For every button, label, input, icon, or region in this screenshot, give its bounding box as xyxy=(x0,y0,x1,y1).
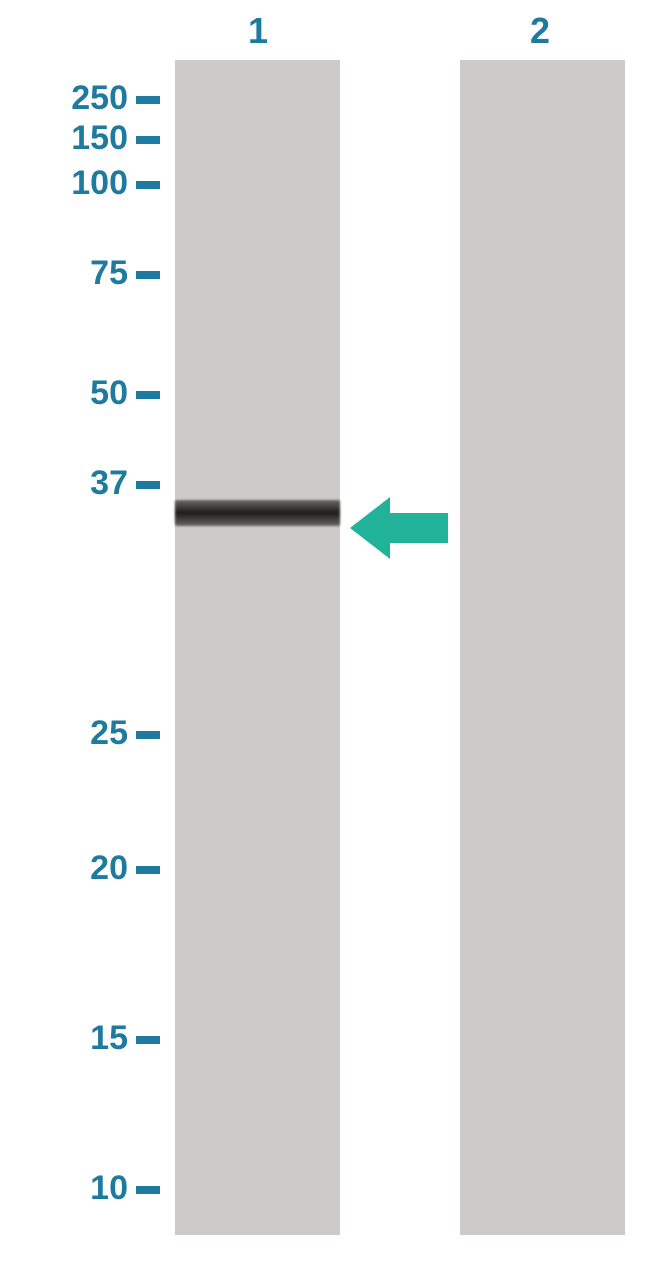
lane-label-1: 1 xyxy=(248,10,268,52)
marker-tick-250 xyxy=(136,96,160,104)
marker-tick-25 xyxy=(136,731,160,739)
protein-band xyxy=(175,500,340,526)
marker-tick-50 xyxy=(136,391,160,399)
arrow-head-icon xyxy=(350,497,390,559)
marker-tick-150 xyxy=(136,136,160,144)
lane-2 xyxy=(460,60,625,1235)
blot-container: 1 2 250 150 100 75 50 37 25 20 15 10 xyxy=(0,0,650,1270)
marker-label-100: 100 xyxy=(0,164,128,203)
marker-label-50: 50 xyxy=(0,374,128,413)
marker-label-37: 37 xyxy=(0,464,128,503)
lane-1 xyxy=(175,60,340,1235)
marker-tick-15 xyxy=(136,1036,160,1044)
marker-tick-75 xyxy=(136,271,160,279)
marker-tick-100 xyxy=(136,181,160,189)
marker-tick-20 xyxy=(136,866,160,874)
marker-label-250: 250 xyxy=(0,79,128,118)
marker-label-15: 15 xyxy=(0,1019,128,1058)
marker-tick-37 xyxy=(136,481,160,489)
marker-tick-10 xyxy=(136,1186,160,1194)
band-arrow xyxy=(350,497,448,559)
marker-label-25: 25 xyxy=(0,714,128,753)
marker-label-20: 20 xyxy=(0,849,128,888)
marker-label-150: 150 xyxy=(0,119,128,158)
marker-label-75: 75 xyxy=(0,254,128,293)
arrow-shaft xyxy=(390,513,448,543)
marker-label-10: 10 xyxy=(0,1169,128,1208)
lane-label-2: 2 xyxy=(530,10,550,52)
